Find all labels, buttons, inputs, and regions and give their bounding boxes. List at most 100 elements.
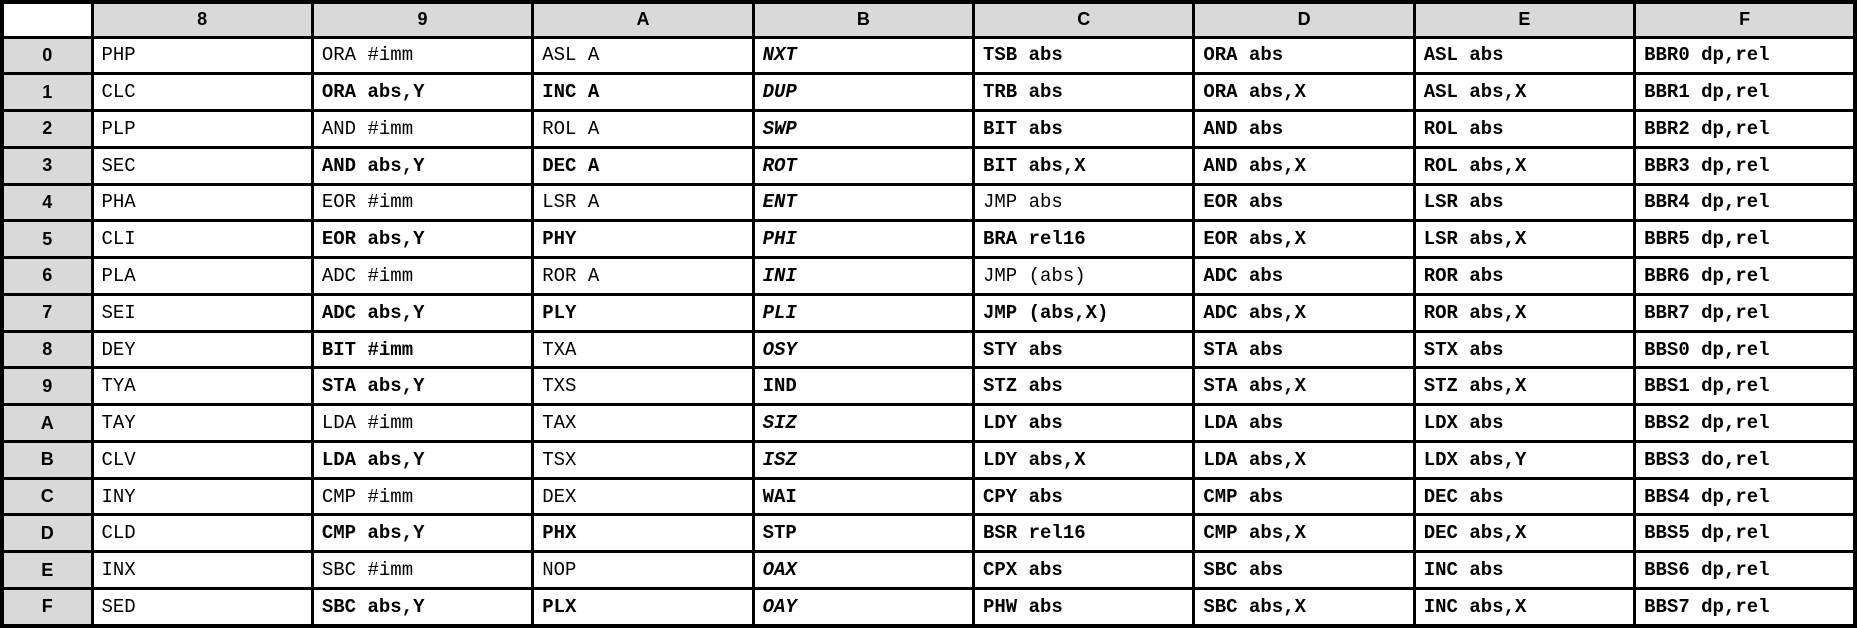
opcode-cell: BBS2 dp,rel <box>1633 403 1857 443</box>
opcode-cell: CMP abs,Y <box>310 513 535 554</box>
opcode-cell: LSR abs <box>1412 182 1637 223</box>
column-header-E: E <box>1412 0 1637 39</box>
opcode-cell: PHX <box>531 513 755 554</box>
opcode-cell: BRA rel16 <box>971 219 1196 260</box>
opcode-cell: TYA <box>90 366 314 407</box>
opcode-cell: JMP (abs) <box>971 256 1196 296</box>
opcode-cell: JMP abs <box>971 182 1196 223</box>
opcode-cell: PHP <box>90 35 314 76</box>
row-header-E: E <box>0 550 94 590</box>
opcode-cell: NXT <box>751 35 976 76</box>
opcode-cell: AND #imm <box>310 109 535 149</box>
opcode-cell: TSB abs <box>971 35 1196 76</box>
opcode-cell: INC abs,X <box>1412 587 1637 628</box>
opcode-cell: INY <box>90 476 314 517</box>
opcode-cell: OSY <box>751 329 976 370</box>
opcode-cell: BBS5 dp,rel <box>1633 513 1857 554</box>
table-row: 4 PHA EOR #imm LSR A ENT JMP abs EOR abs LSR ab… <box>0 182 1857 223</box>
opcode-cell: PHA <box>90 182 314 223</box>
opcode-cell: ROR A <box>531 256 755 296</box>
opcode-cell: ORA abs,Y <box>310 72 535 113</box>
opcode-cell: STA abs,X <box>1192 366 1416 407</box>
opcode-cell: CMP abs <box>1192 476 1416 517</box>
opcode-cell: STA abs,Y <box>310 366 535 407</box>
opcode-cell: ADC abs,Y <box>310 292 535 333</box>
opcode-cell: CLI <box>90 219 314 260</box>
opcode-cell: CMP abs,X <box>1192 513 1416 554</box>
column-header-C: C <box>971 0 1196 39</box>
opcode-cell: INC A <box>531 72 755 113</box>
opcode-cell: EOR #imm <box>310 182 535 223</box>
opcode-cell: ADC abs <box>1192 256 1416 296</box>
opcode-cell: CLD <box>90 513 314 554</box>
row-header-0: 0 <box>0 35 94 76</box>
opcode-cell: TRB abs <box>971 72 1196 113</box>
opcode-cell: BBR1 dp,rel <box>1633 72 1857 113</box>
opcode-cell: STY abs <box>971 329 1196 370</box>
opcode-cell: LDA #imm <box>310 403 535 443</box>
opcode-cell: LSR A <box>531 182 755 223</box>
opcode-cell: CLC <box>90 72 314 113</box>
table-row: 0 PHP ORA #imm ASL A NXT TSB abs ORA abs ASL ab… <box>0 35 1857 76</box>
opcode-cell: ROL A <box>531 109 755 149</box>
table-row: F SED SBC abs,Y PLX OAY PHW abs SBC abs,X INC a… <box>0 587 1857 628</box>
opcode-cell: JMP (abs,X) <box>971 292 1196 333</box>
opcode-cell: PLY <box>531 292 755 333</box>
opcode-cell: EOR abs,Y <box>310 219 535 260</box>
opcode-cell: ROL abs,X <box>1412 145 1637 186</box>
opcode-cell: SEC <box>90 145 314 186</box>
opcode-cell: LDA abs,X <box>1192 439 1416 480</box>
opcode-cell: DEC abs,X <box>1412 513 1637 554</box>
opcode-cell: TAY <box>90 403 314 443</box>
row-header-8: 8 <box>0 329 94 370</box>
opcode-cell: STP <box>751 513 976 554</box>
opcode-cell: TAX <box>531 403 755 443</box>
opcode-cell: DEC A <box>531 145 755 186</box>
opcode-cell: PLA <box>90 256 314 296</box>
opcode-cell: PHW abs <box>971 587 1196 628</box>
opcode-cell: IND <box>751 366 976 407</box>
column-header-9: 9 <box>310 0 535 39</box>
table-row: 7 SEI ADC abs,Y PLY PLI JMP (abs,X) ADC abs,X R… <box>0 292 1857 333</box>
opcode-cell: PLX <box>531 587 755 628</box>
opcode-cell: BIT abs <box>971 109 1196 149</box>
opcode-cell: ENT <box>751 182 976 223</box>
row-header-D: D <box>0 513 94 554</box>
opcode-cell: INI <box>751 256 976 296</box>
opcode-cell: LDA abs,Y <box>310 439 535 480</box>
row-header-A: A <box>0 403 94 443</box>
opcode-cell: BSR rel16 <box>971 513 1196 554</box>
opcode-cell: BBS7 dp,rel <box>1633 587 1857 628</box>
column-header-A: A <box>531 0 755 39</box>
opcode-cell: BBR0 dp,rel <box>1633 35 1857 76</box>
row-header-4: 4 <box>0 182 94 223</box>
opcode-cell: SBC abs,Y <box>310 587 535 628</box>
opcode-cell: PLI <box>751 292 976 333</box>
opcode-cell: ORA #imm <box>310 35 535 76</box>
opcode-cell: TSX <box>531 439 755 480</box>
table-row: C INY CMP #imm DEX WAI CPY abs CMP abs DEC abs B… <box>0 476 1857 517</box>
column-header-8: 8 <box>90 0 314 39</box>
opcode-cell: NOP <box>531 550 755 590</box>
opcode-cell: DEC abs <box>1412 476 1637 517</box>
opcode-cell: SEI <box>90 292 314 333</box>
opcode-cell: CMP #imm <box>310 476 535 517</box>
opcode-cell: BBR5 dp,rel <box>1633 219 1857 260</box>
opcode-cell: PHY <box>531 219 755 260</box>
opcode-cell: AND abs,X <box>1192 145 1416 186</box>
opcode-cell: DUP <box>751 72 976 113</box>
table-row: B CLV LDA abs,Y TSX ISZ LDY abs,X LDA abs,X LDX… <box>0 439 1857 480</box>
opcode-cell: ORA abs,X <box>1192 72 1416 113</box>
table-row: 1 CLC ORA abs,Y INC A DUP TRB abs ORA abs,X ASL… <box>0 72 1857 113</box>
opcode-cell: SWP <box>751 109 976 149</box>
opcode-cell: ASL abs,X <box>1412 72 1637 113</box>
opcode-cell: BIT abs,X <box>971 145 1196 186</box>
opcode-cell: ROR abs <box>1412 256 1637 296</box>
opcode-cell: BBR7 dp,rel <box>1633 292 1857 333</box>
opcode-cell: STZ abs,X <box>1412 366 1637 407</box>
table-row: 9 TYA STA abs,Y TXS IND STZ abs STA abs,X STZ a… <box>0 366 1857 407</box>
opcode-cell: BBR6 dp,rel <box>1633 256 1857 296</box>
row-header-2: 2 <box>0 109 94 149</box>
opcode-cell: EOR abs <box>1192 182 1416 223</box>
